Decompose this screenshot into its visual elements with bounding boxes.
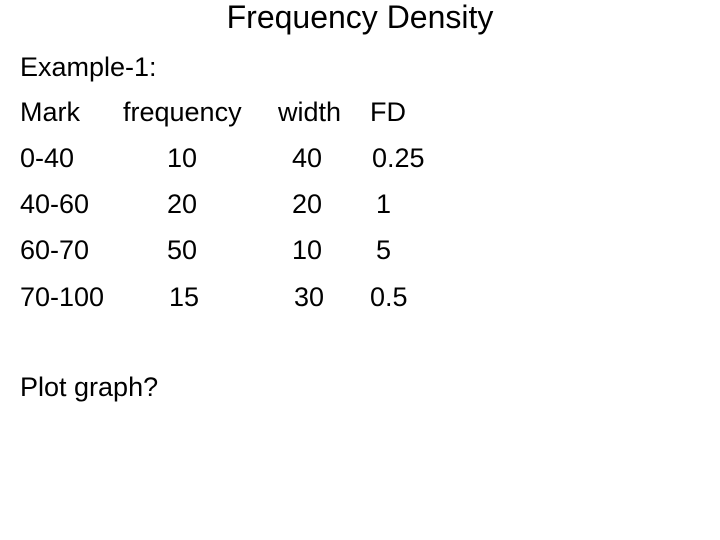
header-frequency: frequency bbox=[123, 97, 242, 127]
cell-frequency: 10 bbox=[167, 143, 198, 173]
cell-frequency: 50 bbox=[167, 235, 198, 265]
header-fd: FD bbox=[370, 97, 406, 127]
cell-mark: 60-70 bbox=[20, 235, 90, 265]
cell-width: 20 bbox=[292, 189, 323, 219]
cell-frequency: 20 bbox=[167, 189, 198, 219]
cell-frequency: 15 bbox=[169, 282, 200, 312]
cell-width: 40 bbox=[292, 143, 323, 173]
example-label: Example-1: bbox=[20, 52, 157, 82]
cell-mark: 70-100 bbox=[20, 282, 105, 312]
cell-width: 10 bbox=[292, 235, 323, 265]
slide-title: Frequency Density bbox=[226, 0, 494, 35]
header-width: width bbox=[278, 97, 342, 127]
cell-fd: 0.5 bbox=[370, 282, 408, 312]
cell-mark: 0-40 bbox=[20, 143, 75, 173]
cell-fd: 1 bbox=[376, 189, 392, 219]
cell-mark: 40-60 bbox=[20, 189, 90, 219]
cell-fd: 5 bbox=[376, 235, 392, 265]
cell-width: 30 bbox=[294, 282, 325, 312]
plot-question: Plot graph? bbox=[20, 372, 159, 402]
cell-fd: 0.25 bbox=[372, 143, 425, 173]
header-mark: Mark bbox=[20, 97, 80, 127]
